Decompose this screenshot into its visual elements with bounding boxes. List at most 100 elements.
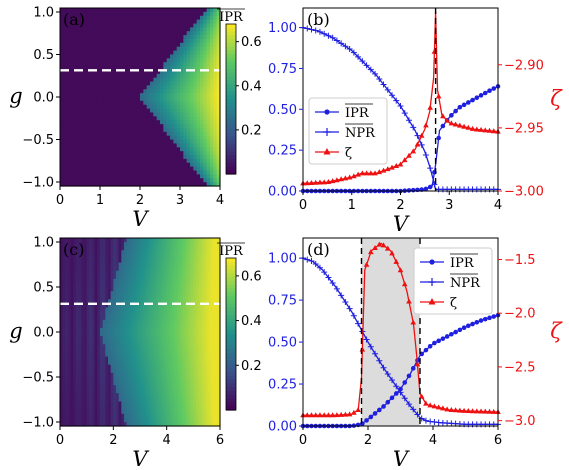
heatmap-cell (161, 332, 165, 337)
heatmap-cell (137, 340, 141, 345)
heatmap-cell (188, 421, 192, 427)
heatmap-cell (73, 315, 77, 321)
heatmap-cell (164, 360, 168, 366)
heatmap-cell (116, 81, 121, 86)
heatmap-cell (166, 147, 171, 152)
heatmap-cell (126, 344, 130, 349)
heatmap-cell (201, 311, 205, 317)
heatmap-cell (68, 360, 72, 366)
heatmap-cell (126, 401, 130, 407)
heatmap-cell (97, 319, 101, 325)
heatmap-cell (78, 262, 82, 268)
heatmap-cell (153, 147, 158, 152)
heatmap-cell (176, 108, 181, 114)
heatmap-cell (176, 151, 181, 156)
heatmap-cell (76, 368, 80, 374)
heatmap-cell (174, 356, 178, 362)
heatmap-cell (126, 178, 131, 183)
heatmap-cell (204, 336, 208, 341)
heatmap-cell (92, 332, 96, 337)
heatmap-cell (63, 182, 68, 187)
heatmap-cell (173, 97, 178, 102)
heatmap-cell (206, 124, 211, 129)
heatmap-cell (124, 246, 128, 251)
heatmap-cell (172, 364, 176, 370)
heatmap-cell (200, 151, 204, 156)
heatmap-cell (172, 409, 176, 415)
heatmap-cell (78, 417, 82, 423)
heatmap-cell (200, 42, 204, 48)
heatmap-cell (63, 100, 68, 106)
heatmap-cell (190, 174, 194, 179)
heatmap-cell (170, 81, 174, 86)
heatmap-cell (124, 356, 128, 362)
heatmap-cell (133, 100, 138, 106)
heatmap-cell (143, 182, 148, 187)
heatmap-cell (76, 81, 81, 86)
heatmap-cell (105, 319, 109, 325)
heatmap-cell (146, 11, 151, 17)
heatmap-cell (150, 278, 154, 284)
heatmap-cell (105, 274, 109, 280)
heatmap-cell (140, 77, 144, 83)
heatmap-cell (105, 282, 109, 288)
heatmap-cell (153, 242, 157, 247)
heatmap-cell (216, 97, 221, 102)
heatmap-cell (116, 340, 120, 345)
heatmap-cell (198, 250, 202, 255)
heatmap-cell (118, 323, 122, 329)
heatmap-cell (68, 319, 72, 325)
heatmap-cell (97, 270, 101, 276)
heatmap-cell (172, 397, 176, 403)
heatmap-cell (161, 242, 165, 247)
heatmap-cell (65, 417, 69, 423)
heatmap-cell (70, 139, 74, 145)
heatmap-cell (73, 58, 78, 63)
heatmap-cell (183, 31, 188, 36)
heatmap-cell (63, 178, 68, 183)
heatmap-cell (116, 124, 121, 129)
heatmap-cell (153, 50, 158, 56)
heatmap-cell (188, 376, 192, 382)
heatmap-cell (78, 274, 82, 280)
heatmap-cell (169, 323, 173, 329)
heatmap-cell (110, 278, 114, 284)
heatmap-cell (133, 85, 138, 90)
heatmap-cell (177, 332, 181, 337)
heatmap-cell (188, 385, 192, 390)
heatmap-cell (158, 401, 162, 407)
heatmap-cell (68, 295, 72, 300)
heatmap-cell (121, 413, 125, 419)
heatmap-cell (156, 85, 161, 90)
heatmap-cell (196, 11, 201, 17)
heatmap-cell (173, 158, 178, 164)
heatmap-cell (84, 270, 88, 276)
heatmap-cell (156, 155, 161, 160)
heatmap-cell (140, 336, 144, 341)
heatmap-cell (148, 262, 152, 268)
heatmap-cell (196, 291, 200, 296)
heatmap-cell (185, 311, 189, 317)
heatmap-cell (60, 372, 64, 378)
data-point (384, 86, 391, 93)
heatmap-cell (173, 31, 178, 36)
heatmap-cell (134, 246, 138, 251)
heatmap-cell (60, 182, 64, 187)
heatmap-cell (126, 372, 130, 378)
heatmap-cell (206, 89, 211, 94)
heatmap-cell (169, 311, 173, 317)
heatmap-cell (73, 66, 78, 71)
heatmap-cell (132, 238, 136, 243)
heatmap-cell (116, 112, 121, 117)
heatmap-cell (142, 344, 146, 349)
heatmap-cell (204, 278, 208, 284)
heatmap-cell (103, 46, 108, 52)
heatmap-cell (100, 258, 104, 264)
heatmap-cell (60, 131, 64, 137)
heatmap-cell (70, 405, 74, 411)
heatmap-cell (132, 250, 136, 255)
heatmap-cell (97, 401, 101, 407)
heatmap-cell (170, 127, 174, 133)
heatmap-cell (123, 104, 128, 110)
heatmap-cell (76, 27, 81, 32)
